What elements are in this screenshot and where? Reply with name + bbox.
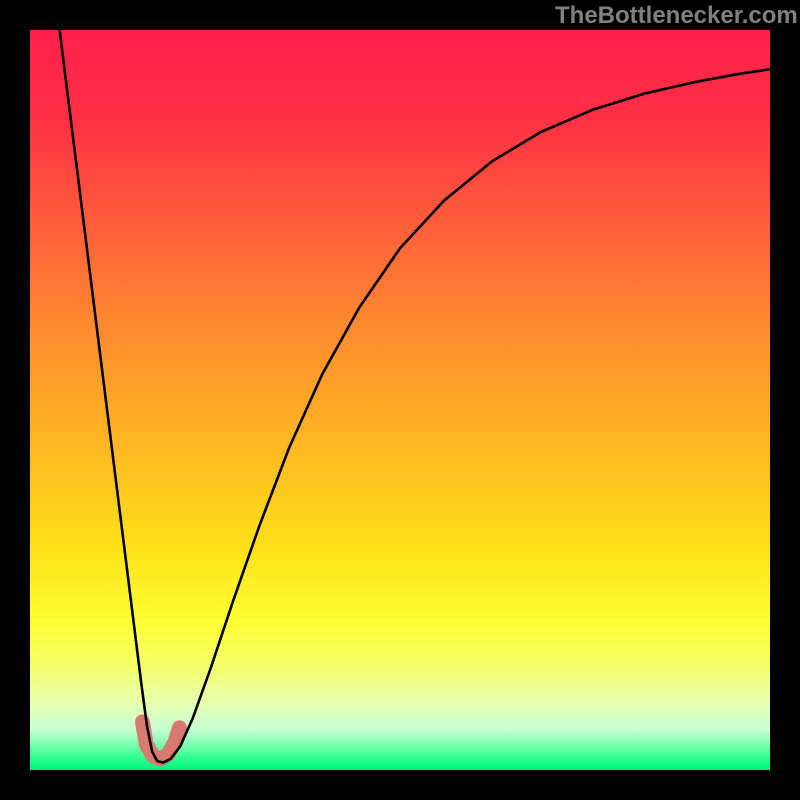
watermark-text: TheBottlenecker.com — [555, 2, 798, 30]
plot-area — [30, 30, 770, 770]
chart-svg — [30, 30, 770, 770]
gradient-background — [30, 30, 770, 770]
figure-root: TheBottlenecker.com — [0, 0, 800, 800]
